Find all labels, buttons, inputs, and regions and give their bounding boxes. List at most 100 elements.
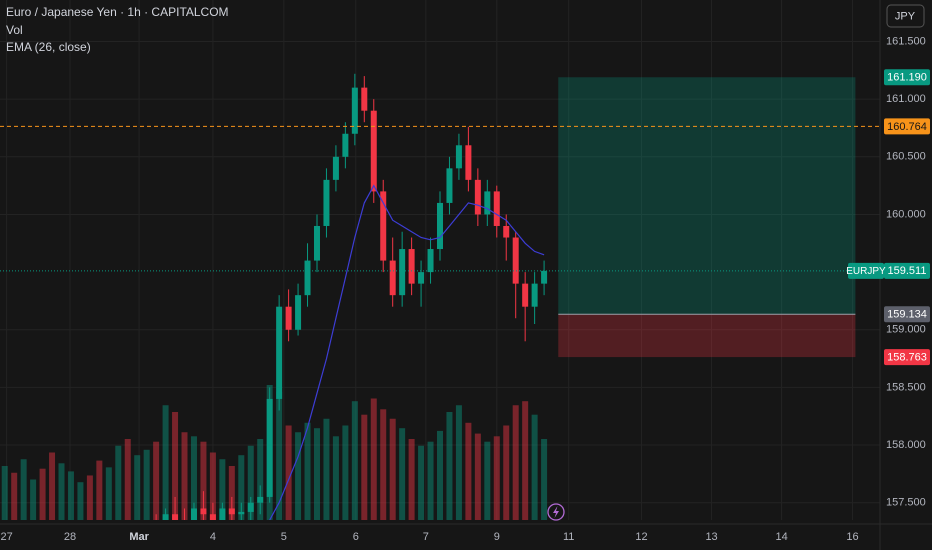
candle-body bbox=[361, 87, 368, 111]
currency-label[interactable]: JPY bbox=[895, 10, 916, 22]
volume-bar bbox=[20, 459, 27, 520]
volume-bar bbox=[295, 432, 302, 520]
candle-body bbox=[437, 202, 443, 250]
entry-label-bg bbox=[884, 306, 930, 323]
volume-bar bbox=[380, 409, 387, 520]
volume-bar bbox=[389, 418, 396, 520]
volume-bar bbox=[465, 422, 472, 520]
volume-bar bbox=[134, 455, 141, 520]
loss-zone bbox=[558, 314, 856, 358]
volume-bar bbox=[58, 463, 65, 520]
volume-bar bbox=[30, 479, 37, 520]
volume-bar bbox=[313, 428, 320, 520]
stop-label-bg bbox=[884, 349, 930, 366]
symbol-tag-bg bbox=[848, 262, 884, 279]
indicator-label: EMA (26, close) bbox=[6, 40, 91, 54]
volume-bar bbox=[541, 439, 548, 520]
axes: 161.500 161.000 160.500 160.000 159.000 158.5… bbox=[0, 35, 930, 543]
volume-bar bbox=[484, 441, 491, 520]
x-tick-label: Mar bbox=[129, 531, 149, 543]
volume-bar bbox=[332, 436, 339, 520]
volume-bar bbox=[503, 425, 510, 520]
symbol-tag: EURJPY bbox=[846, 266, 886, 277]
candle-body bbox=[190, 508, 197, 520]
volume-bar bbox=[238, 455, 245, 520]
volume-bar bbox=[200, 441, 207, 520]
x-tick-label: 28 bbox=[64, 531, 76, 543]
candle-body bbox=[295, 295, 302, 330]
volume-bar bbox=[304, 422, 311, 520]
candle-body bbox=[200, 508, 207, 515]
target-label-bg bbox=[884, 69, 930, 86]
y-tick-label: 158.000 bbox=[886, 439, 926, 451]
lightning-icon[interactable] bbox=[547, 503, 565, 521]
candle-body bbox=[172, 514, 179, 520]
volume-bar bbox=[67, 471, 74, 520]
x-tick-label: 5 bbox=[281, 531, 287, 543]
alert-label: 160.764 bbox=[887, 121, 927, 133]
y-tick-label: 160.000 bbox=[886, 208, 926, 220]
candle-body bbox=[342, 133, 349, 157]
volume-bar bbox=[493, 436, 500, 520]
entry-label: 159.134 bbox=[887, 309, 927, 321]
candle-body bbox=[209, 514, 216, 520]
volume-bar bbox=[351, 401, 358, 520]
volume-bar bbox=[285, 425, 292, 520]
currency-button[interactable] bbox=[886, 4, 925, 28]
candle-body bbox=[332, 156, 339, 180]
volume-bar bbox=[437, 430, 443, 520]
candle-body bbox=[238, 511, 245, 515]
candle-body bbox=[351, 87, 358, 134]
y-tick-label: 161.000 bbox=[886, 93, 926, 105]
candle-body bbox=[162, 514, 169, 520]
candle-body bbox=[304, 260, 311, 296]
volume-bar bbox=[276, 391, 283, 520]
candle-body bbox=[257, 496, 264, 503]
volume-bar bbox=[219, 459, 226, 520]
volume-bar bbox=[153, 441, 160, 520]
y-tick-label: 158.500 bbox=[886, 381, 926, 393]
volume-bar bbox=[418, 445, 425, 520]
candle-body bbox=[503, 225, 510, 238]
candle-body bbox=[323, 179, 330, 226]
volume-bar bbox=[446, 412, 453, 520]
plot bbox=[0, 73, 880, 520]
volume-bar bbox=[228, 466, 235, 520]
volume-bar bbox=[190, 436, 197, 520]
volume-bar bbox=[105, 467, 112, 520]
volume-bar bbox=[77, 482, 84, 520]
y-tick-label: 159.000 bbox=[886, 324, 926, 336]
candle-body bbox=[446, 168, 453, 203]
volume-bar bbox=[11, 472, 18, 520]
volume-bar bbox=[209, 452, 216, 520]
volume-bar bbox=[247, 445, 254, 520]
candle-body bbox=[247, 502, 254, 512]
volume-bar bbox=[257, 439, 264, 520]
candle-body bbox=[389, 260, 396, 296]
ema-line bbox=[269, 184, 545, 520]
x-tick-label: 4 bbox=[210, 531, 216, 543]
candle-body bbox=[313, 225, 320, 261]
x-tick-label: 7 bbox=[423, 531, 429, 543]
last-price-label: 159.511 bbox=[888, 265, 927, 277]
volume-bar bbox=[143, 449, 150, 520]
candle-body bbox=[370, 110, 377, 192]
chart-title: Euro / Japanese Yen · 1h · CAPITALCOM bbox=[6, 5, 229, 19]
volume-bar bbox=[162, 405, 169, 520]
candle-body bbox=[228, 508, 235, 515]
profit-zone bbox=[558, 77, 856, 315]
candle-body bbox=[465, 145, 472, 180]
candle-body bbox=[522, 283, 529, 307]
y-tick-label: 161.500 bbox=[886, 35, 926, 47]
x-tick-label: 16 bbox=[846, 531, 858, 543]
candle-body bbox=[276, 306, 283, 399]
volume-bar bbox=[39, 468, 46, 520]
volume-bar bbox=[427, 441, 434, 520]
volume-bar bbox=[323, 418, 330, 520]
x-tick-label: 27 bbox=[0, 531, 12, 543]
candle-body bbox=[418, 272, 425, 284]
candle-body bbox=[408, 249, 415, 284]
candle-body bbox=[455, 145, 462, 169]
candle-body bbox=[399, 249, 406, 296]
